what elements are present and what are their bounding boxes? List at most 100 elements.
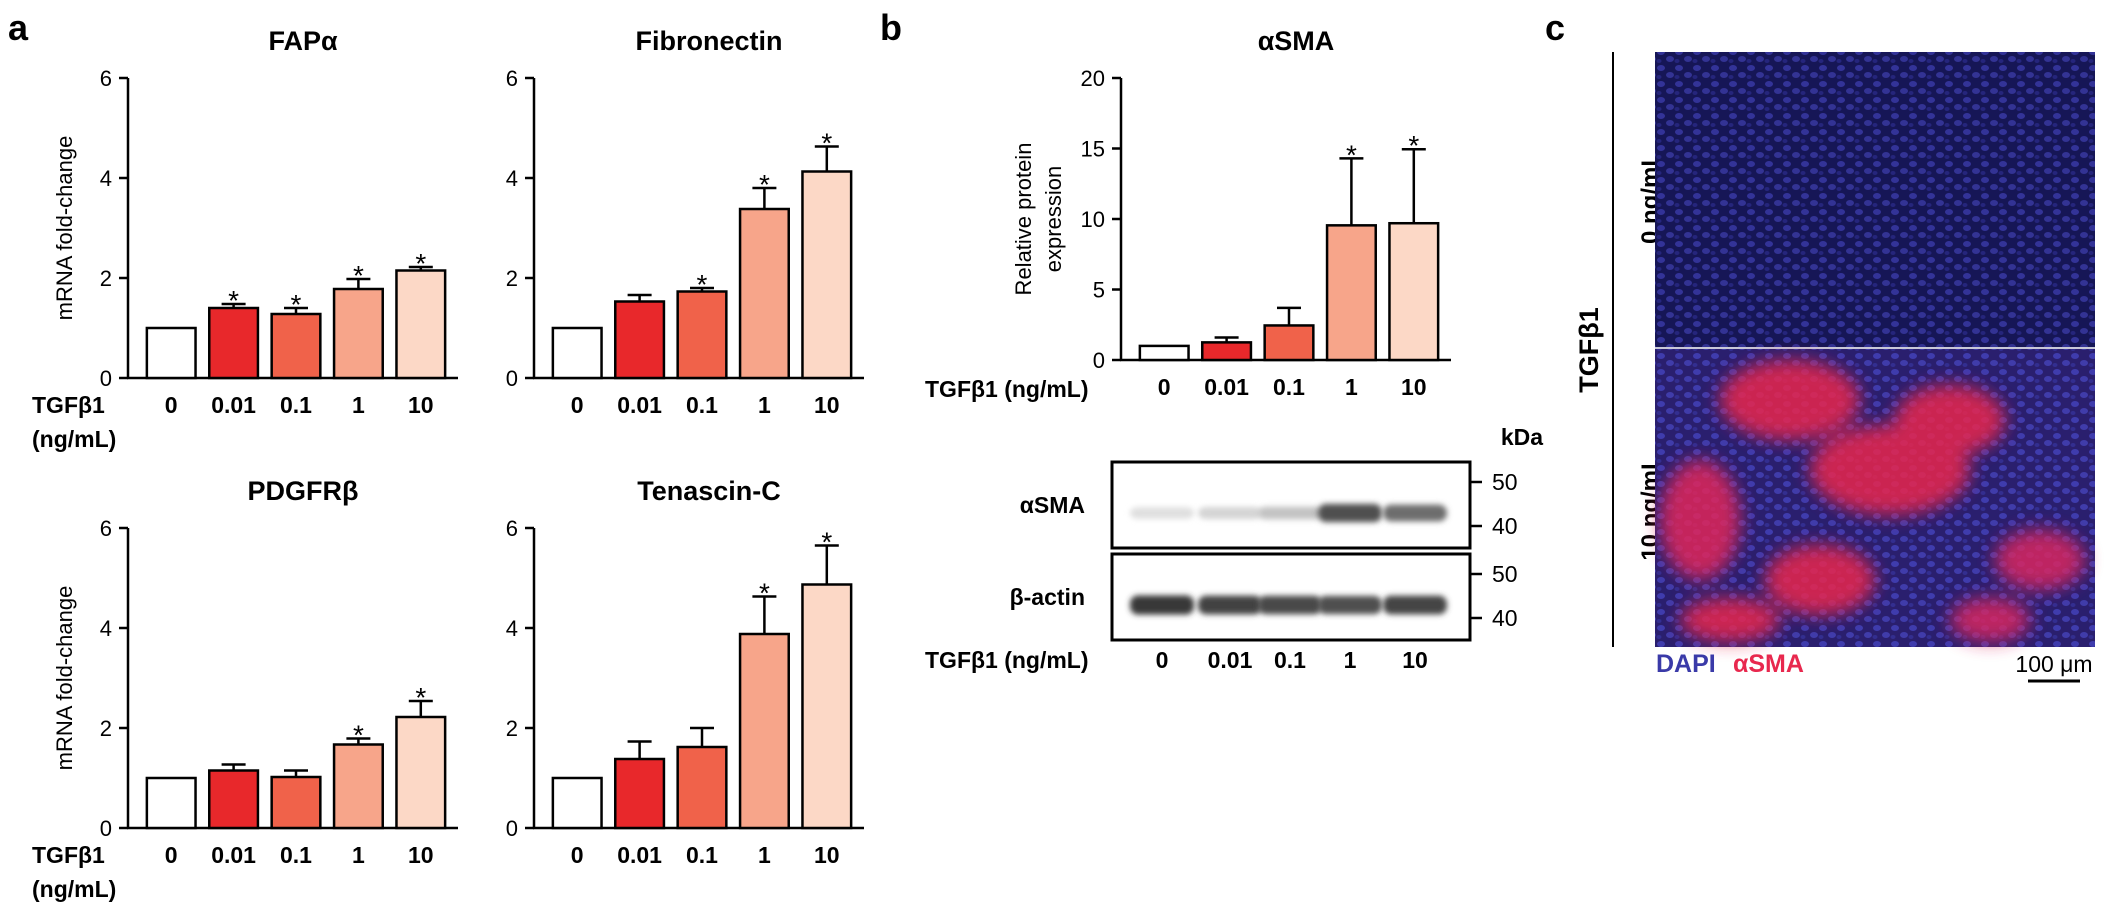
blot-band bbox=[1130, 595, 1194, 615]
microscopy-image-treated bbox=[1655, 349, 2095, 647]
bar bbox=[395, 715, 447, 830]
lane-label: 10 bbox=[1402, 647, 1428, 673]
category-label: 0.01 bbox=[211, 842, 256, 868]
blot-band bbox=[1318, 595, 1382, 615]
marker-label: 50 bbox=[1492, 561, 1518, 587]
bar bbox=[270, 312, 322, 380]
category-label: 0.01 bbox=[617, 842, 662, 868]
category-label: 1 bbox=[352, 392, 365, 418]
chart-title: Fibronectin bbox=[636, 26, 783, 56]
blot-band bbox=[1383, 504, 1447, 522]
blot-band bbox=[1258, 595, 1322, 615]
category-label: 0 bbox=[165, 842, 178, 868]
significance-marker: * bbox=[415, 248, 426, 279]
y-tick-label: 0 bbox=[100, 816, 112, 841]
y-tick-label: 4 bbox=[100, 616, 112, 641]
y-tick-label: 6 bbox=[506, 66, 518, 91]
y-tick-label: 20 bbox=[1081, 66, 1105, 91]
bar bbox=[614, 757, 666, 830]
bar bbox=[395, 269, 447, 380]
blot-band bbox=[1383, 595, 1447, 615]
kda-label: kDa bbox=[1501, 424, 1543, 450]
bar bbox=[614, 300, 666, 380]
category-label: 0 bbox=[571, 392, 584, 418]
bar bbox=[332, 287, 384, 380]
panel-label-c: c bbox=[1545, 7, 1565, 48]
legend-asma: αSMA bbox=[1733, 650, 1804, 678]
significance-marker: * bbox=[759, 578, 770, 609]
chart-title: αSMA bbox=[1258, 26, 1335, 56]
bar bbox=[145, 326, 197, 380]
category-label: 0 bbox=[165, 392, 178, 418]
category-label: 10 bbox=[814, 392, 840, 418]
bar bbox=[208, 306, 260, 380]
category-label: 1 bbox=[1345, 374, 1358, 400]
treatment-inline-label-chart: TGFβ1 (ng/mL) bbox=[925, 376, 1089, 402]
category-label: 10 bbox=[408, 842, 434, 868]
bar bbox=[1201, 341, 1253, 362]
significance-marker: * bbox=[1408, 130, 1419, 161]
significance-marker: * bbox=[1346, 139, 1357, 170]
y-tick-label: 2 bbox=[100, 716, 112, 741]
microscopy-panel: TGFβ1 0 ng/mL 10 ng/mL D bbox=[1574, 52, 2095, 683]
treatment-label-bottom: TGFβ1 (ng/mL) bbox=[32, 842, 116, 902]
western-blot: kDa αSMA 50 40 β-actin 50 40 0 0.01 0.1 1 10 bbox=[1010, 424, 1544, 673]
significance-marker: * bbox=[353, 720, 364, 751]
marker-label: 40 bbox=[1492, 513, 1518, 539]
legend-dapi: DAPI bbox=[1656, 650, 1716, 678]
y-tick-label: 10 bbox=[1081, 207, 1105, 232]
marker-label: 50 bbox=[1492, 469, 1518, 495]
y-tick-label: 0 bbox=[506, 366, 518, 391]
category-label: 0.1 bbox=[280, 392, 312, 418]
significance-marker: * bbox=[291, 289, 302, 320]
treatment-inline-label-blot: TGFβ1 (ng/mL) bbox=[925, 647, 1089, 673]
lane-label: 0 bbox=[1156, 647, 1169, 673]
category-label: 10 bbox=[408, 392, 434, 418]
chart-title: FAPα bbox=[268, 26, 338, 56]
category-label: 1 bbox=[758, 842, 771, 868]
bar bbox=[1263, 324, 1315, 362]
treatment-unit-label: (ng/mL) bbox=[32, 876, 116, 902]
y-tick-label: 4 bbox=[100, 166, 112, 191]
y-tick-label: 4 bbox=[506, 166, 518, 191]
blot-band bbox=[1318, 503, 1382, 523]
y-tick-label: 0 bbox=[506, 816, 518, 841]
lane-label: 1 bbox=[1344, 647, 1357, 673]
y-tick-label: 6 bbox=[100, 516, 112, 541]
y-tick-label: 6 bbox=[100, 66, 112, 91]
y-tick-label: 2 bbox=[506, 716, 518, 741]
category-label: 0 bbox=[571, 842, 584, 868]
lane-label: 0.01 bbox=[1208, 647, 1253, 673]
bar bbox=[738, 632, 790, 830]
scale-bar-label: 100 μm bbox=[2015, 651, 2092, 677]
blot-frame bbox=[1110, 460, 1472, 550]
category-label: 0.1 bbox=[686, 392, 718, 418]
panel-label-a: a bbox=[8, 7, 29, 48]
y-axis-label-line: expression bbox=[1041, 166, 1066, 272]
treatment-unit-label: (ng/mL) bbox=[32, 426, 116, 452]
treatment-label-top: TGFβ1 (ng/mL) bbox=[32, 392, 116, 452]
y-tick-label: 2 bbox=[100, 266, 112, 291]
chart-fibronectin: Fibronectin 0 2 4 6 0 0.01 * 0.1 * 1 * 10 bbox=[506, 26, 864, 418]
bar bbox=[1325, 224, 1377, 362]
significance-marker: * bbox=[415, 682, 426, 713]
y-tick-label: 4 bbox=[506, 616, 518, 641]
bar bbox=[801, 583, 853, 830]
y-tick-label: 0 bbox=[1093, 348, 1105, 373]
chart-pdgfrb: PDGFRβ 0 2 4 6 mRNA fold-change 0 0.01 0.1 * 1 * 10 bbox=[52, 476, 458, 868]
y-tick-label: 0 bbox=[100, 366, 112, 391]
chart-asma: αSMA 0 5 10 15 20 Relative protein expression 0 0… bbox=[1011, 26, 1451, 400]
treatment-label: TGFβ1 bbox=[32, 392, 105, 418]
lane-label: 0.1 bbox=[1274, 647, 1306, 673]
treatment-label: TGFβ1 bbox=[32, 842, 105, 868]
category-label: 0 bbox=[1158, 374, 1171, 400]
marker-label: 40 bbox=[1492, 605, 1518, 631]
category-label: 0.1 bbox=[686, 842, 718, 868]
y-tick-label: 6 bbox=[506, 516, 518, 541]
blot-row-label: β-actin bbox=[1010, 584, 1085, 610]
blot-band bbox=[1198, 507, 1262, 519]
blot-row-label: αSMA bbox=[1020, 492, 1085, 518]
bar bbox=[1138, 344, 1190, 362]
microscopy-group-label: TGFβ1 bbox=[1574, 307, 1604, 392]
bar bbox=[551, 326, 603, 380]
